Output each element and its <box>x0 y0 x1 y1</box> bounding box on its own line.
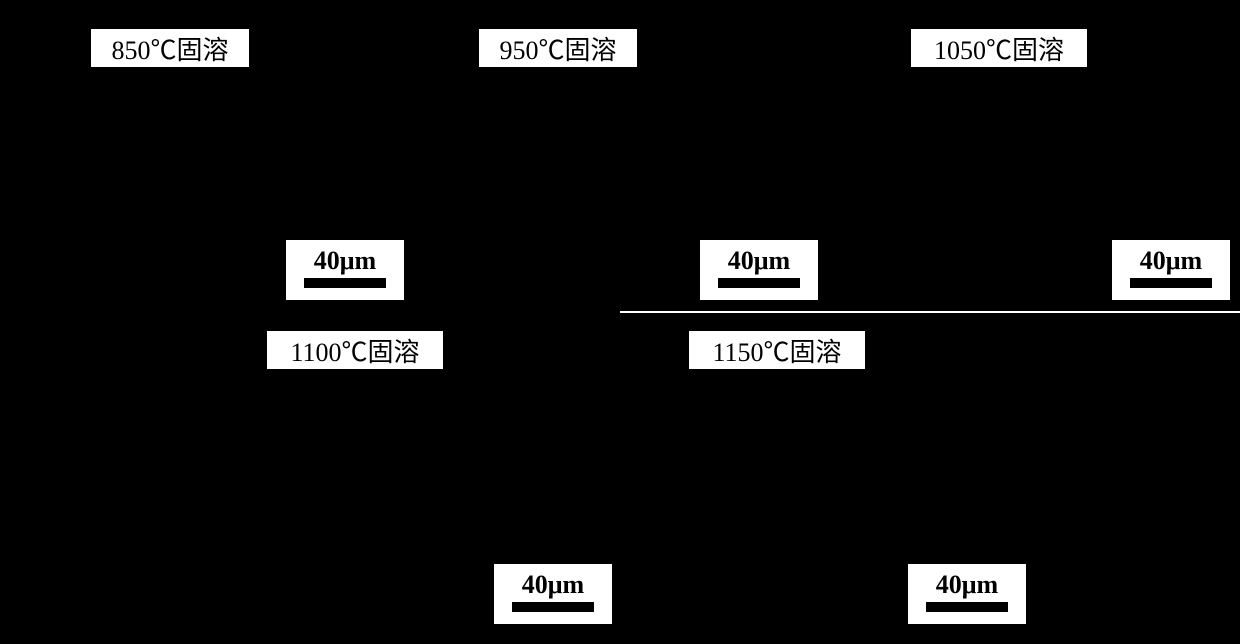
scalebar-1100: 40μm <box>494 564 612 624</box>
caption-850: 850℃固溶 <box>90 28 250 68</box>
caption-label: 1100℃固溶 <box>290 332 419 369</box>
scalebar-label: 40μm <box>314 246 376 276</box>
scalebar-line <box>512 602 594 612</box>
scalebar-line <box>718 278 800 288</box>
scalebar-line <box>1130 278 1212 288</box>
scalebar-1050: 40μm <box>1112 240 1230 300</box>
caption-label: 1050℃固溶 <box>934 30 1064 67</box>
scalebar-label: 40μm <box>522 570 584 600</box>
scalebar-label: 40μm <box>728 246 790 276</box>
caption-label: 850℃固溶 <box>111 30 228 67</box>
scalebar-line <box>304 278 386 288</box>
scalebar-label: 40μm <box>936 570 998 600</box>
caption-1050: 1050℃固溶 <box>910 28 1088 68</box>
panel-divider <box>620 311 1240 313</box>
caption-1100: 1100℃固溶 <box>266 330 444 370</box>
scalebar-1150: 40μm <box>908 564 1026 624</box>
caption-1150: 1150℃固溶 <box>688 330 866 370</box>
scalebar-850: 40μm <box>286 240 404 300</box>
scalebar-line <box>926 602 1008 612</box>
caption-label: 950℃固溶 <box>499 30 616 67</box>
caption-label: 1150℃固溶 <box>712 332 841 369</box>
caption-950: 950℃固溶 <box>478 28 638 68</box>
scalebar-950: 40μm <box>700 240 818 300</box>
scalebar-label: 40μm <box>1140 246 1202 276</box>
